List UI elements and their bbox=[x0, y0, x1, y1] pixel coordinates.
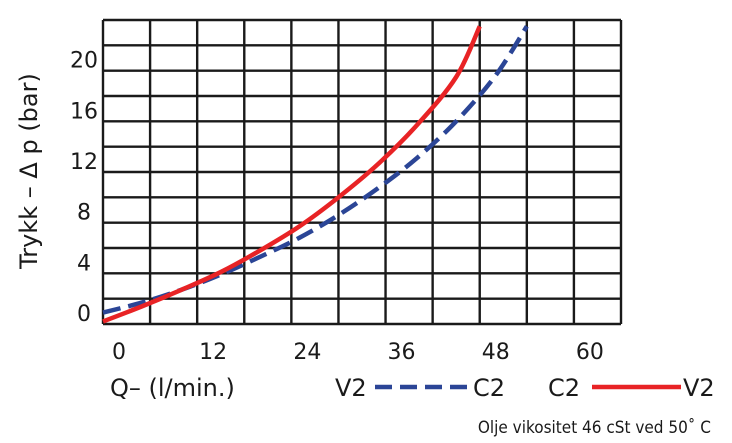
x-tick-label: 24 bbox=[293, 340, 321, 365]
legend-v2b-label: V2 bbox=[683, 374, 715, 402]
legend-c2b-label: C2 bbox=[548, 374, 580, 402]
y-tick-label: 20 bbox=[70, 49, 98, 74]
x-tick-label: 48 bbox=[482, 340, 510, 365]
x-tick-label: 0 bbox=[112, 340, 126, 365]
x-tick-labels: 0 12 24 36 48 60 bbox=[112, 340, 604, 365]
x-tick-label: 60 bbox=[576, 340, 604, 365]
x-axis-title: Q– (l/min.) bbox=[110, 374, 235, 402]
y-tick-label: 8 bbox=[77, 201, 91, 226]
y-tick-label: 4 bbox=[77, 251, 91, 276]
y-tick-labels: 0 4 8 12 16 20 bbox=[70, 49, 98, 327]
series-c2-v2-solid bbox=[102, 25, 482, 324]
x-tick-label: 36 bbox=[388, 340, 416, 365]
grid bbox=[101, 18, 623, 326]
y-tick-label: 0 bbox=[77, 302, 91, 327]
legend: V2 C2 C2 V2 bbox=[335, 374, 715, 402]
legend-v2-label: V2 bbox=[335, 374, 367, 402]
data-series bbox=[102, 25, 529, 324]
y-tick-label: 16 bbox=[70, 99, 98, 124]
x-tick-label: 12 bbox=[199, 340, 227, 365]
legend-c2-label: C2 bbox=[473, 374, 505, 402]
y-axis-title: Trykk – Δ p (bar) bbox=[15, 73, 43, 270]
y-tick-label: 12 bbox=[70, 150, 98, 175]
series-v2-c2-dashed bbox=[102, 25, 529, 315]
oil-viscosity-note: Olje vikositet 46 cSt ved 50˚ C bbox=[478, 417, 711, 438]
